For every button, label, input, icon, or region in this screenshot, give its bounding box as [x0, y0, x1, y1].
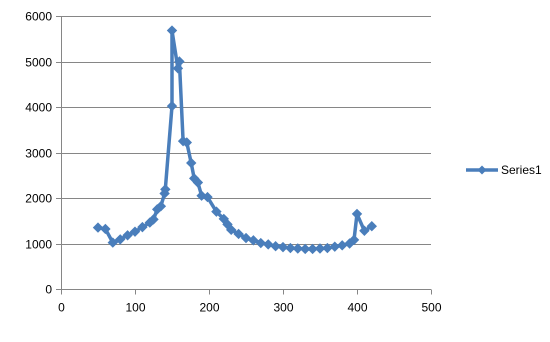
data-point: [366, 221, 378, 232]
data-point: [114, 234, 126, 245]
y-tick-label: 3000: [25, 147, 52, 161]
data-point: [137, 221, 148, 233]
data-point: [299, 243, 311, 255]
data-point: [359, 225, 370, 236]
data-point: [166, 25, 178, 36]
data-point: [181, 137, 193, 148]
x-tick-label: 500: [421, 301, 441, 315]
data-point: [211, 206, 222, 217]
y-tick-label: 1000: [25, 238, 52, 252]
data-point: [292, 243, 304, 254]
legend: Series1: [466, 163, 542, 177]
legend-swatch-marker: [477, 165, 487, 175]
data-point: [270, 241, 281, 252]
data-point: [172, 63, 184, 74]
data-point: [186, 157, 197, 169]
data-point: [107, 237, 119, 248]
y-tick-label: 2000: [25, 192, 52, 206]
x-tick-label: 0: [58, 301, 65, 315]
data-point: [285, 242, 296, 254]
data-point: [255, 237, 267, 249]
x-tick-label: 300: [273, 301, 293, 315]
data-point: [174, 56, 185, 67]
y-tick-label: 0: [45, 283, 52, 297]
axes: 0 1000 2000 3000 4000 5000 6000 0 100 200 300 400 50…: [25, 10, 442, 315]
series-markers: [92, 25, 378, 255]
data-point: [166, 100, 178, 112]
series-line: [96, 28, 374, 251]
data-point: [351, 208, 363, 220]
data-point: [202, 191, 213, 203]
gridlines: [61, 16, 431, 245]
data-point: [336, 240, 348, 251]
y-tick-label: 6000: [25, 10, 52, 24]
data-point: [233, 228, 244, 240]
data-point: [329, 241, 341, 252]
data-point: [155, 200, 167, 212]
y-tick-label: 4000: [25, 101, 52, 115]
data-point: [348, 234, 360, 246]
y-tick-label: 5000: [25, 56, 52, 70]
x-tick-label: 100: [125, 301, 145, 315]
data-point: [148, 214, 159, 225]
data-point: [122, 230, 133, 241]
data-point: [262, 239, 274, 250]
data-point: [92, 222, 104, 233]
data-point: [307, 243, 318, 255]
x-tick-label: 200: [199, 301, 219, 315]
data-point: [248, 235, 259, 246]
data-point: [277, 241, 289, 253]
x-tick-label: 400: [347, 301, 367, 315]
data-point: [192, 177, 204, 188]
data-point: [225, 224, 237, 236]
series-line-0: [96, 28, 374, 251]
data-point: [160, 184, 171, 195]
legend-label: Series1: [501, 163, 542, 177]
data-point: [100, 223, 111, 235]
data-point: [129, 226, 141, 237]
data-point: [314, 243, 326, 254]
